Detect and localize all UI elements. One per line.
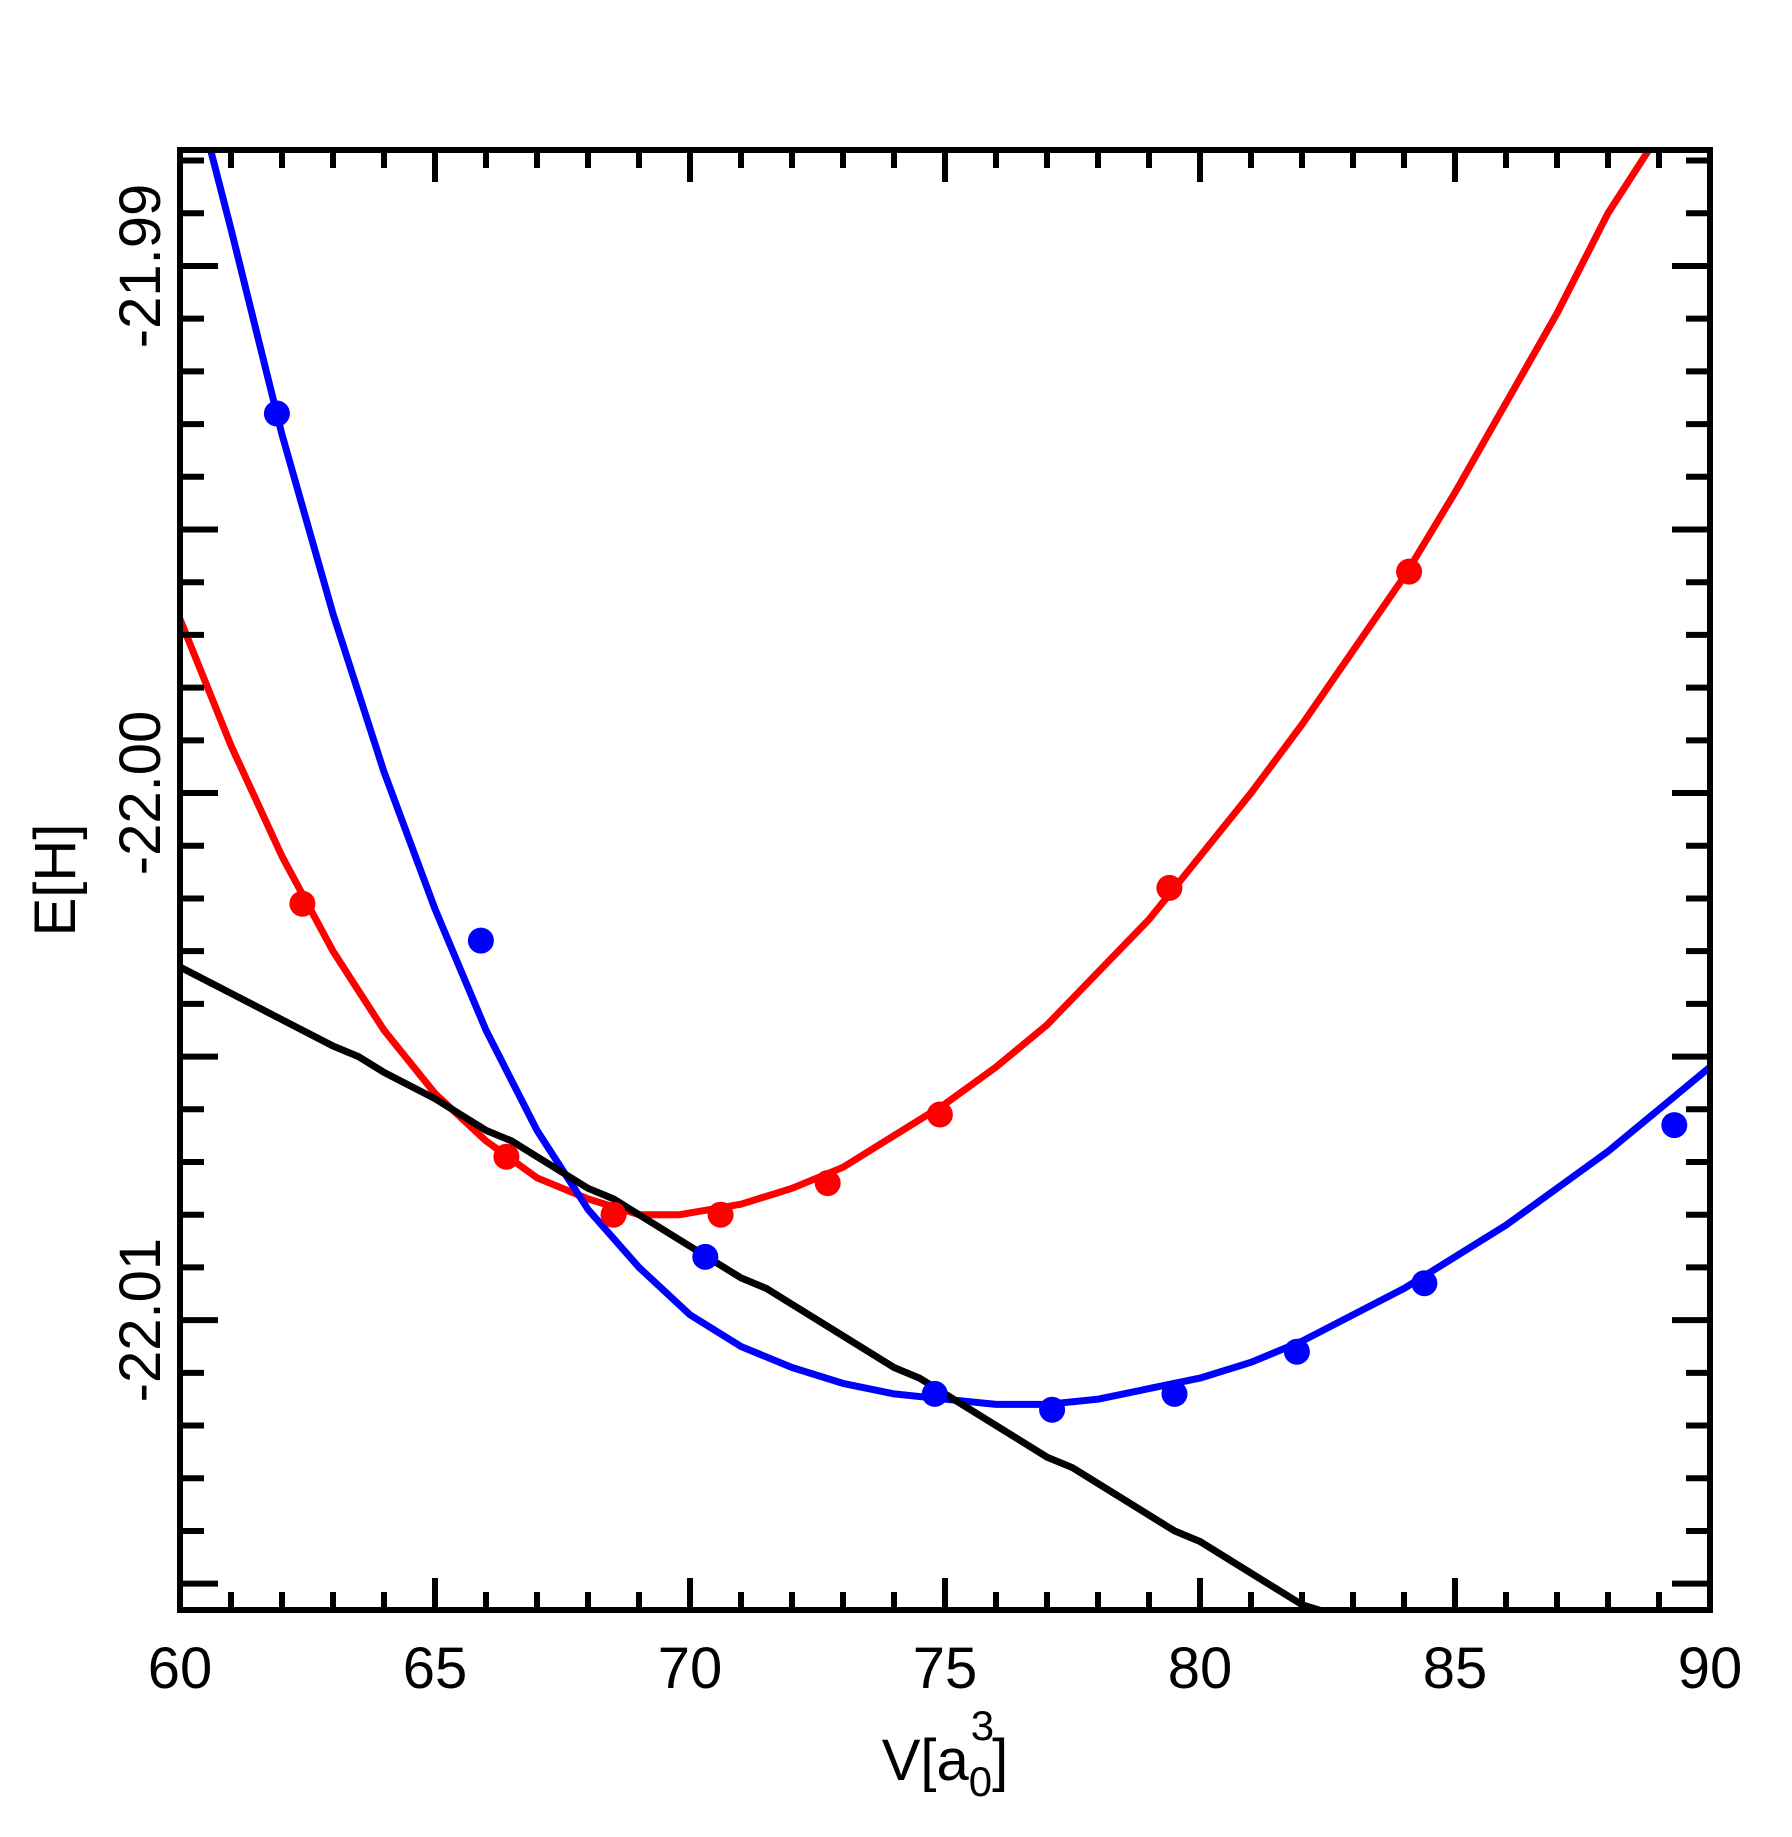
x-axis-label-sub: 0 — [969, 1758, 992, 1805]
tick-label-layer: 60 65 70 75 80 85 90 -22.01 -22.00 -21.99 — [108, 184, 1742, 1701]
blue-point — [1411, 1270, 1438, 1297]
blue-point — [692, 1243, 719, 1270]
series-layer — [180, 150, 1710, 1610]
y-axis-label: E[H] — [23, 824, 88, 937]
red-point — [1156, 874, 1183, 901]
red-point — [707, 1201, 734, 1228]
x-tick-label: 85 — [1423, 1636, 1488, 1701]
black-line — [180, 963, 1331, 1610]
x-axis-label-close: ] — [992, 1728, 1008, 1793]
x-tick-label: 90 — [1678, 1636, 1743, 1701]
blue-points-group — [263, 400, 1688, 1423]
x-tick-label: 70 — [658, 1636, 723, 1701]
blue-fit — [207, 150, 1710, 1408]
y-tick-label: -21.99 — [108, 184, 173, 348]
red-point — [289, 890, 316, 917]
y-tick-label: -22.01 — [108, 1238, 173, 1402]
x-axis-label-main: V[a — [882, 1728, 970, 1793]
x-tick-label: 75 — [913, 1636, 978, 1701]
x-axis-label: V[a0] — [882, 1728, 1009, 1805]
x-tick-label: 60 — [148, 1636, 213, 1701]
blue-point — [1039, 1396, 1066, 1423]
x-tick-label: 80 — [1168, 1636, 1233, 1701]
blue-point — [1161, 1380, 1188, 1407]
blue-point — [263, 400, 290, 427]
blue-point — [1661, 1112, 1688, 1139]
red-points-group — [289, 558, 1423, 1228]
y-tick-label: -22.00 — [108, 711, 173, 875]
blue-point — [467, 927, 494, 954]
red-fit — [180, 150, 1653, 1219]
red-point — [926, 1101, 953, 1128]
red-point — [600, 1201, 627, 1228]
red-point — [1396, 558, 1423, 585]
x-axis-label-sup: 3 — [971, 1702, 994, 1749]
red-point — [814, 1170, 841, 1197]
blue-point — [1283, 1338, 1310, 1365]
x-tick-label: 65 — [403, 1636, 468, 1701]
blue-point — [921, 1380, 948, 1407]
red-point — [493, 1143, 520, 1170]
plot-frame — [177, 147, 1713, 1613]
